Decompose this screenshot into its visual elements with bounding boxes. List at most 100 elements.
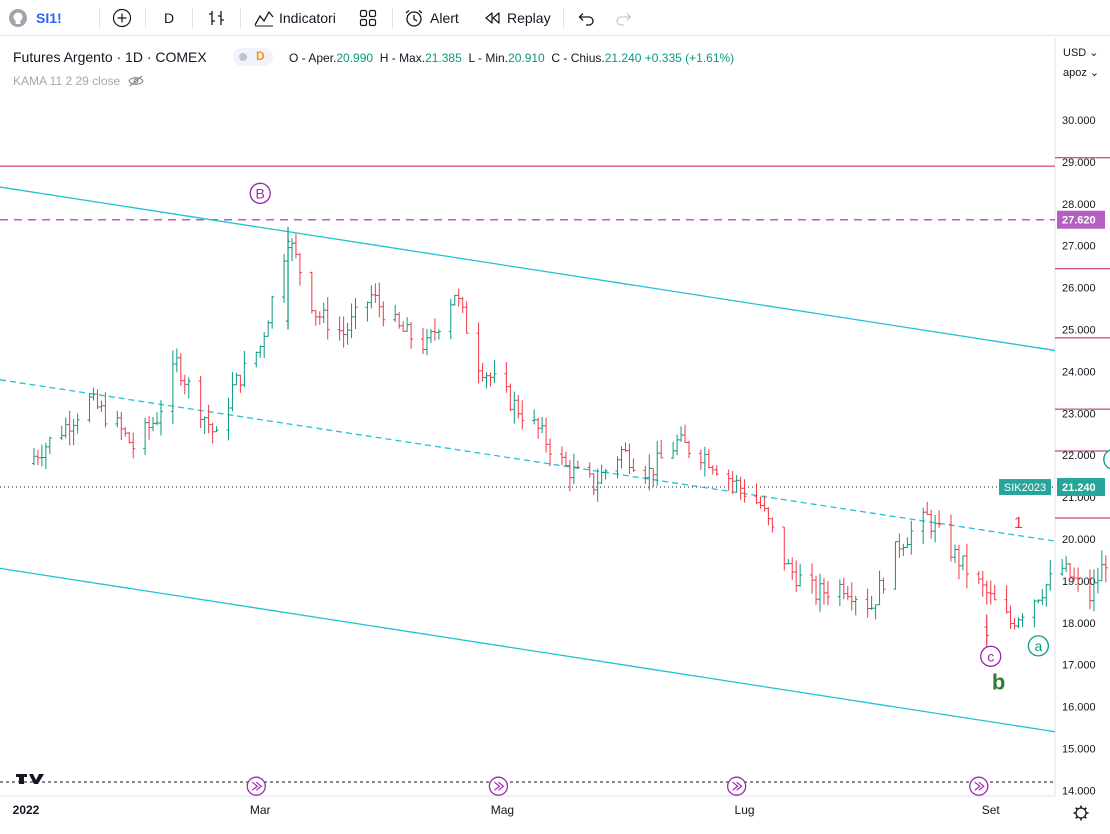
event-marker-icon xyxy=(732,781,743,791)
toolbar-divider xyxy=(392,8,393,28)
market-status-label: D xyxy=(256,49,265,63)
undo-icon xyxy=(578,13,594,26)
event-marker-icon xyxy=(974,781,985,791)
event-marker[interactable] xyxy=(246,776,266,796)
dashed-level-badge-label: 27.620 xyxy=(1062,215,1096,227)
replay-label: Replay xyxy=(507,10,551,26)
wave-label[interactable]: B xyxy=(256,185,265,201)
bar-chart-type-icon xyxy=(209,11,224,25)
templates-button[interactable] xyxy=(358,0,378,36)
event-marker[interactable] xyxy=(726,776,747,796)
price-tick-label: 27.000 xyxy=(1062,241,1096,253)
time-tick-label: Lug xyxy=(735,803,755,817)
price-tick-label: 22.000 xyxy=(1062,450,1096,462)
symbol-badge xyxy=(999,479,1051,496)
settings-gear-tooth xyxy=(1075,815,1079,819)
last-price-badge-label: 21.240 xyxy=(1062,482,1096,494)
event-marker-icon xyxy=(494,781,505,791)
time-tick-label: 2022 xyxy=(13,803,40,817)
settings-gear-icon[interactable] xyxy=(1075,807,1087,819)
price-tick-label: 25.000 xyxy=(1062,325,1096,337)
rewind-icon xyxy=(485,12,500,24)
wave-label[interactable]: b xyxy=(992,670,1005,695)
price-tick-label: 23.000 xyxy=(1062,408,1096,420)
indicators-icon xyxy=(254,10,274,27)
price-tick-label: 15.000 xyxy=(1062,744,1096,756)
price-tick-label: 28.000 xyxy=(1062,199,1096,211)
currency-selector[interactable]: USD ⌄ xyxy=(1063,46,1099,59)
symbol-logo-icon xyxy=(9,9,27,27)
ohlc-readout: O - Aper.20.990 H - Max.21.385 L - Min.2… xyxy=(289,51,734,65)
channel-line[interactable] xyxy=(0,186,1056,352)
wave-label[interactable]: c xyxy=(987,648,994,664)
settings-gear-tooth xyxy=(1075,807,1079,811)
wave-label[interactable]: 1 xyxy=(1014,515,1023,532)
layout-grid-icon xyxy=(359,9,377,27)
add-circle-icon xyxy=(112,8,132,28)
chart-type-button[interactable] xyxy=(206,0,228,36)
undo-button[interactable] xyxy=(576,0,596,36)
legend-title: Futures Argento · 1D · COMEX xyxy=(13,49,207,65)
indicator-label: KAMA 11 2 29 close xyxy=(13,74,121,88)
time-tick-label: Set xyxy=(982,803,1001,817)
price-tick-label: 30.000 xyxy=(1062,115,1096,127)
toolbar-divider xyxy=(563,8,564,28)
low-label: L - Min. xyxy=(468,51,509,65)
settings-gear-tooth xyxy=(1083,815,1087,819)
wave-label-circle[interactable] xyxy=(1103,449,1110,470)
symbol-label: SI1! xyxy=(36,10,62,26)
wave-label-circle[interactable] xyxy=(980,645,1002,667)
close-label: C - Chius. xyxy=(551,51,605,65)
channel-line[interactable] xyxy=(0,567,1056,733)
interval-button[interactable]: D xyxy=(164,0,174,36)
interval-label: D xyxy=(164,10,175,26)
open-label: O - Aper. xyxy=(289,51,337,65)
price-tick-label: 19.000 xyxy=(1062,576,1096,588)
high-label: H - Max. xyxy=(379,51,426,65)
open-value: 20.990 xyxy=(336,51,374,65)
price-chart[interactable]: 14.000 15.000 16.000 17.000 18.000 19.000 20.0… xyxy=(0,38,1110,834)
symbol-badge-label: SIK2023 xyxy=(1004,482,1046,494)
price-tick-label: 29.000 xyxy=(1062,157,1096,169)
wave-label-circle[interactable] xyxy=(249,182,271,204)
last-price-badge xyxy=(1057,478,1105,497)
toolbar-divider xyxy=(99,8,100,28)
chart-pane[interactable]: 14.000 15.000 16.000 17.000 18.000 19.000 20.0… xyxy=(0,38,1110,834)
scale-mode-label: apoz xyxy=(1063,67,1087,79)
indicator-legend[interactable]: KAMA 11 2 29 close xyxy=(13,74,144,88)
high-value: 21.385 xyxy=(425,51,462,65)
wave-label-circle[interactable] xyxy=(1027,635,1049,657)
settings-gear-tooth xyxy=(1083,807,1087,811)
alarm-clock-icon xyxy=(405,10,423,27)
toolbar-divider xyxy=(240,8,241,28)
dashed-level-badge xyxy=(1057,210,1105,229)
redo-button[interactable] xyxy=(614,0,634,36)
symbol-search[interactable]: SI1! xyxy=(8,0,62,36)
toolbar-divider xyxy=(192,8,193,28)
market-status-badge[interactable]: D xyxy=(233,48,273,66)
toolbar-divider xyxy=(145,8,146,28)
alert-button[interactable]: Alert xyxy=(403,0,459,36)
scale-mode-selector[interactable]: apoz ⌄ xyxy=(1063,66,1099,79)
market-status-dot xyxy=(239,53,247,61)
price-tick-label: 14.000 xyxy=(1062,785,1096,797)
replay-button[interactable]: Replay xyxy=(483,0,551,36)
price-tick-label: 18.000 xyxy=(1062,618,1096,630)
currency-label: USD xyxy=(1063,47,1087,59)
change-value: +0.335 (+1.61%) xyxy=(644,51,735,65)
eye-hidden-icon[interactable] xyxy=(127,75,144,87)
indicators-button[interactable]: Indicatori xyxy=(253,0,336,36)
event-marker[interactable] xyxy=(488,776,509,796)
chevron-down-icon: ⌄ xyxy=(1089,67,1100,79)
price-tick-label: 17.000 xyxy=(1062,660,1096,672)
event-marker[interactable] xyxy=(969,776,989,796)
indicators-label: Indicatori xyxy=(279,10,336,26)
event-marker-icon xyxy=(251,781,263,791)
plot-background xyxy=(0,38,1055,796)
channel-line[interactable] xyxy=(0,379,1056,542)
alert-label: Alert xyxy=(430,10,459,26)
wave-label[interactable]: a xyxy=(1034,638,1042,654)
redo-icon xyxy=(616,13,632,26)
compare-button[interactable] xyxy=(112,0,132,36)
time-tick-label: Mag xyxy=(491,803,514,817)
